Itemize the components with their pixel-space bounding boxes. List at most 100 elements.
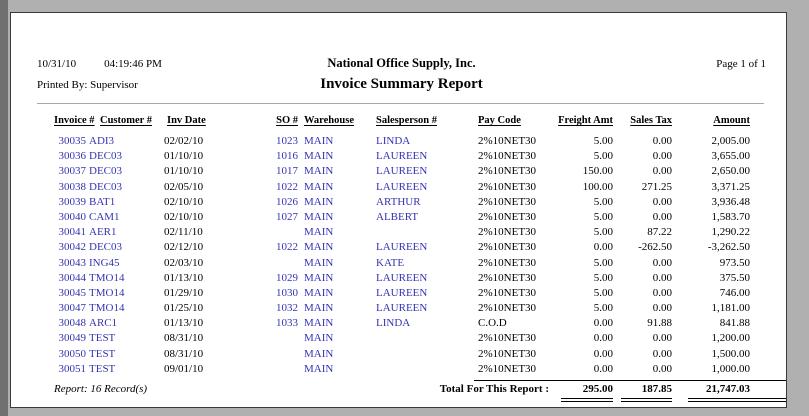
warehouse-cell[interactable]: MAIN	[304, 256, 334, 269]
inv-date-cell: 02/03/10	[164, 256, 204, 269]
customer-number-cell[interactable]: ING45	[89, 256, 120, 269]
invoice-number-cell[interactable]: 30039	[58, 195, 87, 208]
customer-number-cell[interactable]: CAM1	[89, 210, 120, 223]
customer-number-cell[interactable]: TMO14	[89, 302, 125, 315]
customer-number-cell[interactable]: DEC03	[89, 150, 122, 163]
invoice-number-cell[interactable]: 30043	[58, 256, 87, 269]
warehouse-cell[interactable]: MAIN	[304, 271, 334, 284]
salesperson-cell[interactable]: ALBERT	[376, 210, 419, 223]
invoice-number-cell[interactable]: 30050	[58, 347, 87, 360]
warehouse-cell[interactable]: MAIN	[304, 317, 334, 330]
salesperson-cell[interactable]: LAUREEN	[376, 241, 428, 254]
customer-number-cell[interactable]: BAT1	[89, 195, 116, 208]
so-number-cell[interactable]: 1022	[276, 180, 298, 193]
salesperson-cell[interactable]: LINDA	[376, 317, 411, 330]
so-number-cell[interactable]: 1032	[276, 302, 298, 315]
salesperson-cell[interactable]: LAUREEN	[376, 150, 428, 163]
customer-number-cell[interactable]: AER1	[89, 226, 117, 239]
invoice-number-cell[interactable]: 30045	[58, 286, 87, 299]
invoice-number-cell[interactable]: 30037	[58, 165, 87, 178]
salesperson-cell[interactable]: LAUREEN	[376, 165, 428, 178]
invoice-number-cell[interactable]: 30048	[58, 317, 87, 330]
so-number-cell[interactable]: 1030	[276, 286, 298, 299]
so-number-cell[interactable]	[233, 225, 298, 240]
invoice-number-cell[interactable]: 30047	[58, 302, 87, 315]
warehouse-cell[interactable]: MAIN	[304, 135, 334, 147]
warehouse-cell[interactable]: MAIN	[304, 332, 334, 345]
so-number-cell[interactable]	[233, 347, 298, 362]
warehouse-cell[interactable]: MAIN	[304, 286, 334, 299]
inv-date-cell: 02/05/10	[164, 180, 204, 193]
warehouse-cell[interactable]: MAIN	[304, 226, 334, 239]
customer-number-cell[interactable]: DEC03	[89, 165, 122, 178]
total-sales-tax: 187.85	[621, 382, 672, 402]
column-header-amount: Amount	[713, 115, 750, 126]
sales-tax-cell: 0.00	[652, 150, 672, 163]
warehouse-cell[interactable]: MAIN	[304, 347, 334, 360]
so-number-cell[interactable]	[233, 256, 298, 271]
invoice-table-body: 30035 ADI3 02/02/10 1023 MAIN LINDA 2%10…	[54, 134, 751, 377]
so-number-cell[interactable]: 1027	[276, 210, 298, 223]
customer-number-cell[interactable]: ADI3	[89, 135, 115, 147]
so-number-cell[interactable]: 1022	[276, 241, 298, 254]
warehouse-cell[interactable]: MAIN	[304, 165, 334, 178]
warehouse-cell[interactable]: MAIN	[304, 302, 334, 315]
invoice-number-cell[interactable]: 30042	[58, 241, 87, 254]
freight-amt-cell: 0.00	[593, 332, 613, 345]
invoice-number-cell[interactable]: 30036	[58, 150, 87, 163]
inv-date-cell: 01/10/10	[164, 150, 204, 163]
customer-number-cell[interactable]: TMO14	[89, 286, 125, 299]
so-number-cell[interactable]: 1017	[276, 165, 298, 178]
warehouse-cell[interactable]: MAIN	[304, 195, 334, 208]
salesperson-cell[interactable]: LAUREEN	[376, 271, 428, 284]
salesperson-cell[interactable]	[363, 362, 473, 377]
freight-amt-cell: 100.00	[582, 180, 613, 193]
company-name: National Office Supply, Inc.	[327, 56, 476, 70]
amount-cell: 375.50	[719, 271, 750, 284]
column-header-freight: Freight Amt	[558, 115, 613, 126]
so-number-cell[interactable]: 1023	[276, 135, 298, 147]
salesperson-cell[interactable]: LAUREEN	[376, 302, 428, 315]
salesperson-cell[interactable]: KATE	[376, 256, 405, 269]
amount-cell: 1,000.00	[711, 362, 751, 375]
warehouse-cell[interactable]: MAIN	[304, 241, 334, 254]
invoice-number-cell[interactable]: 30051	[58, 362, 87, 375]
customer-number-cell[interactable]: TEST	[89, 347, 116, 360]
salesperson-cell[interactable]: LINDA	[376, 135, 411, 147]
warehouse-cell[interactable]: MAIN	[304, 150, 334, 163]
so-number-cell[interactable]: 1016	[276, 150, 298, 163]
inv-date-cell: 02/10/10	[164, 195, 204, 208]
sales-tax-cell: -262.50	[638, 241, 672, 254]
so-number-cell[interactable]: 1026	[276, 195, 298, 208]
freight-amt-cell: 0.00	[593, 362, 613, 375]
customer-number-cell[interactable]: ARC1	[89, 317, 118, 330]
salesperson-cell[interactable]: LAUREEN	[376, 180, 428, 193]
salesperson-cell[interactable]	[363, 331, 473, 346]
salesperson-cell[interactable]	[363, 225, 473, 240]
salesperson-cell[interactable]: ARTHUR	[376, 195, 421, 208]
inv-date-cell: 01/13/10	[164, 317, 204, 330]
so-number-cell[interactable]	[233, 362, 298, 377]
customer-number-cell[interactable]: TEST	[89, 362, 116, 375]
so-number-cell[interactable]	[233, 331, 298, 346]
invoice-number-cell[interactable]: 30038	[58, 180, 87, 193]
invoice-number-cell[interactable]: 30041	[58, 226, 87, 239]
amount-cell: 746.00	[719, 286, 750, 299]
warehouse-cell[interactable]: MAIN	[304, 210, 334, 223]
customer-number-cell[interactable]: TEST	[89, 332, 116, 345]
customer-number-cell[interactable]: DEC03	[89, 241, 122, 254]
invoice-number-cell[interactable]: 30040	[58, 210, 87, 223]
invoice-number-cell[interactable]: 30049	[58, 332, 87, 345]
warehouse-cell[interactable]: MAIN	[304, 180, 334, 193]
table-row: 30048 ARC1 01/13/10 1033 MAIN LINDA C.O.…	[54, 316, 751, 331]
salesperson-cell[interactable]: LAUREEN	[376, 286, 428, 299]
so-number-cell[interactable]: 1033	[276, 317, 298, 330]
customer-number-cell[interactable]: TMO14	[89, 271, 125, 284]
invoice-number-cell[interactable]: 30035	[58, 135, 87, 147]
pay-code-cell: 2%10NET30	[478, 256, 537, 269]
invoice-number-cell[interactable]: 30044	[58, 271, 87, 284]
customer-number-cell[interactable]: DEC03	[89, 180, 122, 193]
salesperson-cell[interactable]	[363, 347, 473, 362]
warehouse-cell[interactable]: MAIN	[304, 362, 334, 375]
so-number-cell[interactable]: 1029	[276, 271, 298, 284]
